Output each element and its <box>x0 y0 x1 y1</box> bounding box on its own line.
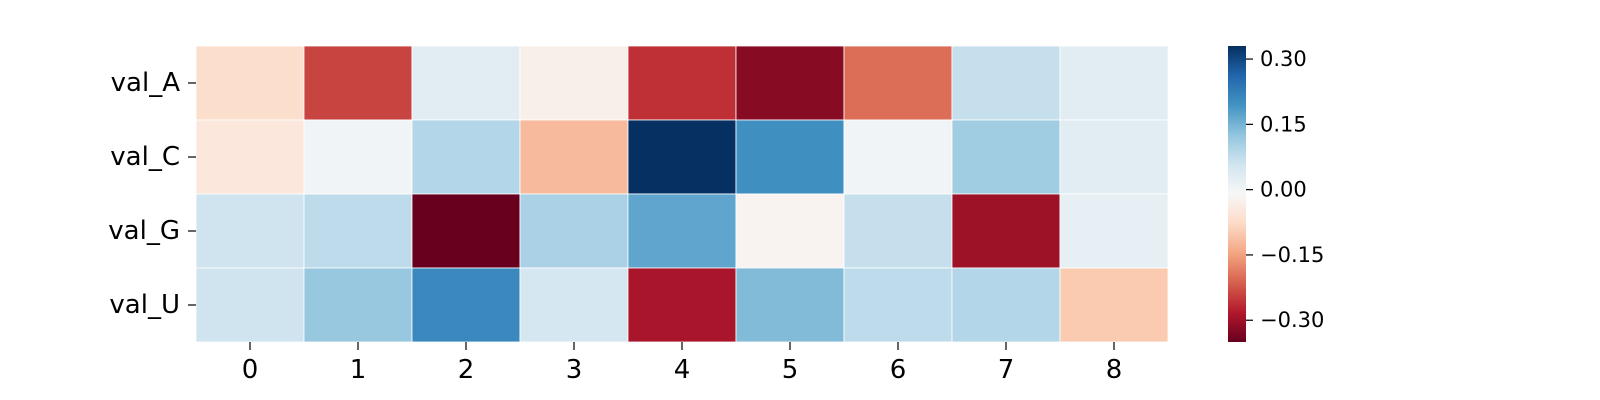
heatmap-cell <box>951 45 1061 121</box>
heatmap-cell <box>303 45 413 121</box>
x-tick-label: 0 <box>242 355 259 385</box>
heatmap-cell <box>519 119 629 195</box>
heatmap-cell <box>951 193 1061 269</box>
heatmap-cell <box>735 267 845 343</box>
colorbar-tick-label: 0.30 <box>1260 47 1307 71</box>
heatmap-cell <box>411 193 521 269</box>
y-axis: val_A val_C val_G val_U <box>108 68 196 320</box>
heatmap-cells <box>195 45 1169 343</box>
x-tick-label: 1 <box>350 355 367 385</box>
heatmap-cell <box>843 193 953 269</box>
heatmap-cell <box>303 267 413 343</box>
x-axis: 0 1 2 3 4 5 6 7 8 <box>242 342 1123 385</box>
y-tick-label: val_C <box>110 142 180 172</box>
colorbar-tick-label: −0.15 <box>1260 243 1324 267</box>
colorbar-tick-label: −0.30 <box>1260 308 1324 332</box>
colorbar-gradient <box>1228 46 1246 342</box>
heatmap-cell <box>627 45 737 121</box>
x-tick-label: 2 <box>458 355 475 385</box>
heatmap-cell <box>303 119 413 195</box>
heatmap-cell <box>411 45 521 121</box>
heatmap-cell <box>627 267 737 343</box>
heatmap-cell <box>411 267 521 343</box>
heatmap-cell <box>195 267 305 343</box>
heatmap-cell <box>519 193 629 269</box>
heatmap-cell <box>303 193 413 269</box>
heatmap-cell <box>1059 267 1169 343</box>
x-tick-label: 4 <box>674 355 691 385</box>
heatmap-cell <box>519 267 629 343</box>
y-tick-label: val_U <box>109 290 180 320</box>
y-tick-label: val_A <box>111 68 181 98</box>
heatmap-cell <box>195 45 305 121</box>
heatmap-cell <box>195 119 305 195</box>
x-tick-label: 6 <box>890 355 907 385</box>
heatmap-cell <box>843 267 953 343</box>
heatmap-cell <box>735 119 845 195</box>
colorbar: 0.30 0.15 0.00 −0.15 −0.30 <box>1228 46 1324 342</box>
heatmap-cell <box>843 119 953 195</box>
heatmap-cell <box>1059 45 1169 121</box>
heatmap-cell <box>627 119 737 195</box>
heatmap-cell <box>951 267 1061 343</box>
heatmap-cell <box>735 45 845 121</box>
x-tick-label: 5 <box>782 355 799 385</box>
heatmap-cell <box>735 193 845 269</box>
x-tick-label: 8 <box>1106 355 1123 385</box>
y-tick-label: val_G <box>108 216 180 246</box>
x-tick-label: 7 <box>998 355 1015 385</box>
heatmap-cell <box>411 119 521 195</box>
heatmap-cell <box>843 45 953 121</box>
colorbar-tick-label: 0.15 <box>1260 112 1307 136</box>
heatmap-cell <box>1059 119 1169 195</box>
heatmap-cell <box>951 119 1061 195</box>
heatmap-cell <box>519 45 629 121</box>
heatmap-cell <box>195 193 305 269</box>
heatmap-cell <box>1059 193 1169 269</box>
heatmap-cell <box>627 193 737 269</box>
colorbar-tick-label: 0.00 <box>1260 178 1307 202</box>
x-tick-label: 3 <box>566 355 583 385</box>
